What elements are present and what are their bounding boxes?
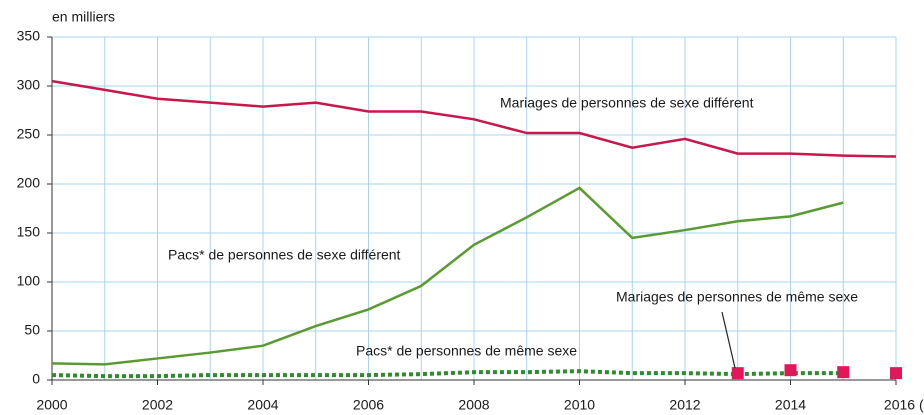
y-tick-label: 0 bbox=[32, 371, 40, 387]
series-label: Pacs* de personnes de sexe différent bbox=[168, 247, 401, 263]
y-tick-label: 150 bbox=[17, 224, 41, 240]
marker bbox=[890, 367, 902, 380]
series-line bbox=[51, 79, 897, 158]
x-tick-label: 2002 bbox=[142, 397, 173, 413]
y-tick-label: 250 bbox=[17, 126, 41, 142]
annotation-arrow bbox=[721, 311, 736, 369]
series-label: Mariages de personnes de même sexe bbox=[616, 289, 858, 305]
y-tick-label: 350 bbox=[17, 28, 41, 44]
x-tick-label: 2004 bbox=[247, 397, 278, 413]
x-tick-label: 2000 bbox=[36, 397, 67, 413]
series-line bbox=[51, 186, 844, 366]
x-tick-label: 2012 bbox=[669, 397, 700, 413]
series-line bbox=[51, 369, 844, 379]
axis-unit: en milliers bbox=[52, 9, 115, 25]
series-label: Mariages de personnes de sexe différent bbox=[500, 95, 754, 111]
x-tick-label: 2010 bbox=[564, 397, 595, 413]
x-tick-label: 2006 bbox=[353, 397, 384, 413]
marker bbox=[731, 367, 744, 380]
marker bbox=[837, 366, 850, 379]
x-tick-label: 2016 (p) bbox=[884, 397, 924, 413]
y-tick-label: 300 bbox=[17, 77, 41, 93]
y-tick-label: 100 bbox=[17, 273, 41, 289]
series-label: Pacs* de personnes de même sexe bbox=[356, 343, 577, 359]
x-tick-label: 2014 bbox=[775, 397, 806, 413]
y-tick-label: 50 bbox=[24, 322, 40, 338]
x-tick-label: 2008 bbox=[458, 397, 489, 413]
y-tick-label: 200 bbox=[17, 175, 41, 191]
marker bbox=[784, 364, 797, 377]
